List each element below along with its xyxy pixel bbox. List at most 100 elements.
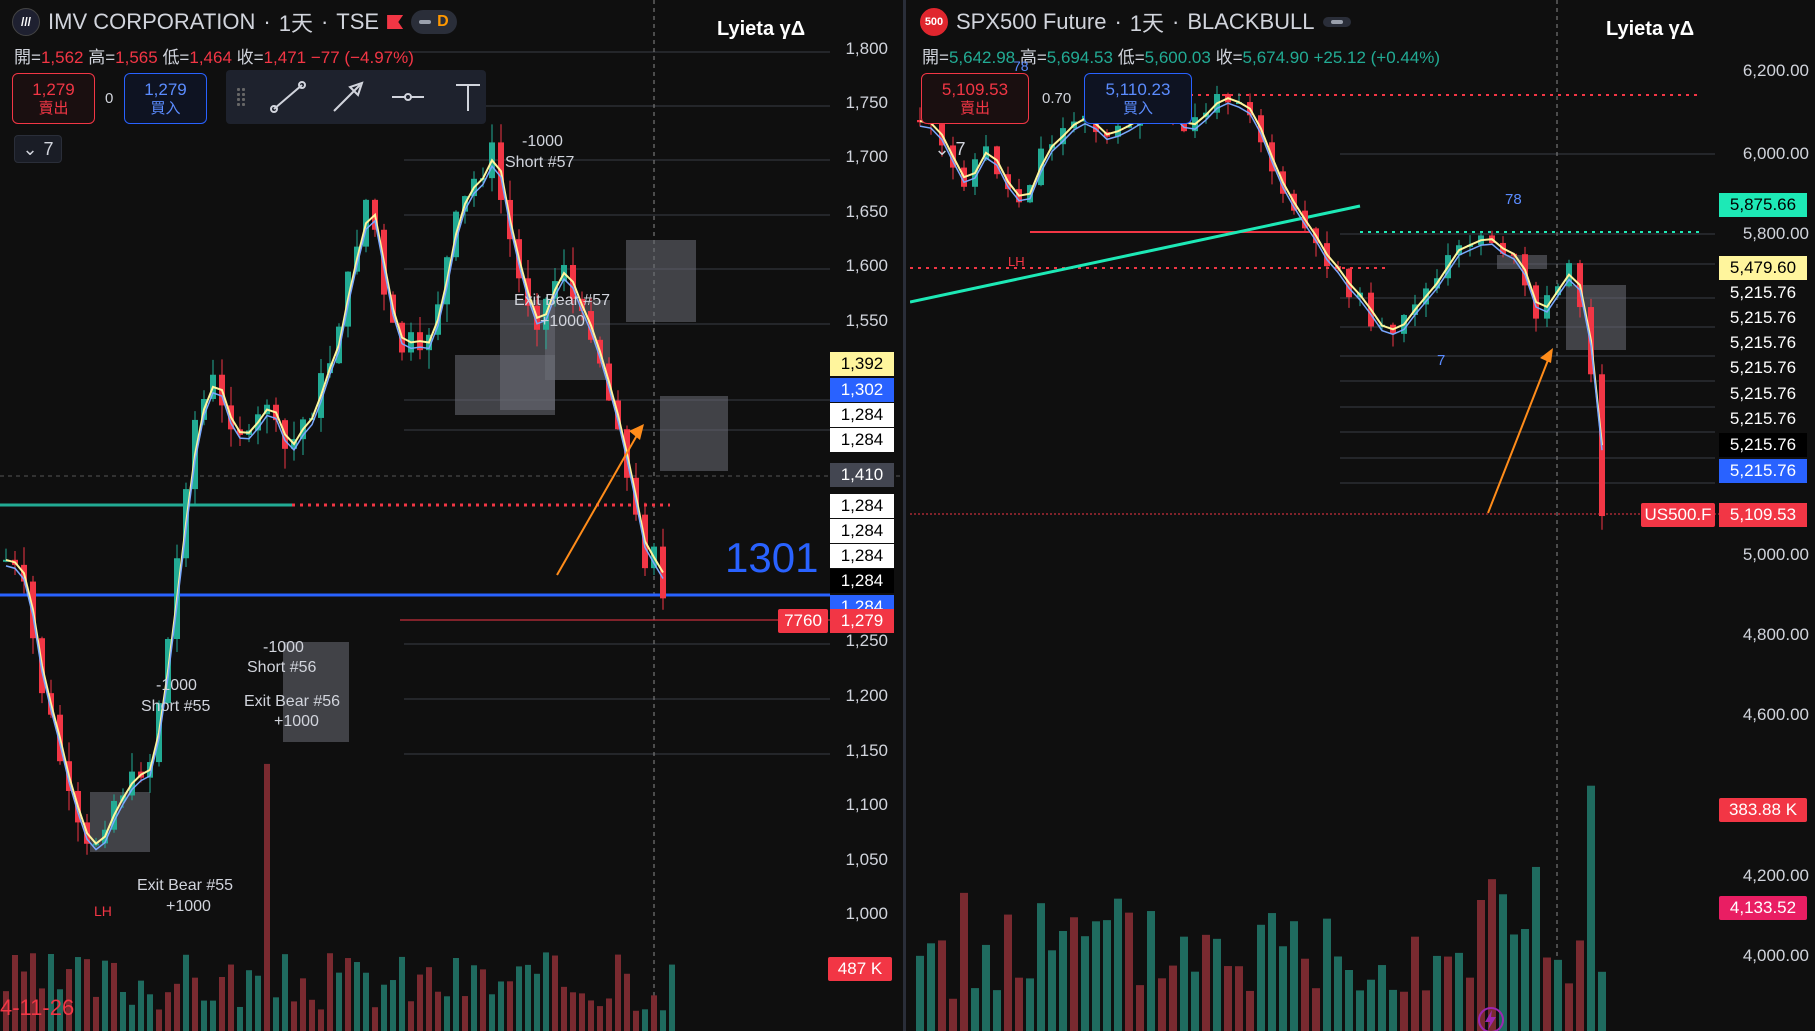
zone-box — [660, 396, 728, 471]
axis-tick-label: 4,000.00 — [1742, 946, 1809, 965]
volume-bar — [651, 995, 657, 1031]
volume-bar — [318, 1009, 324, 1031]
axis-tick-label: 1,750 — [845, 93, 888, 112]
price-tag: 5,215.76 — [1719, 281, 1807, 305]
drawing-toolbar[interactable] — [226, 70, 486, 124]
indicators-collapse-button[interactable]: ⌄ 7 — [14, 135, 62, 163]
symbol-header: /// IMV CORPORATION · 1天 · TSE D — [12, 6, 457, 38]
short55-label: Short #55 — [141, 698, 211, 715]
chart-pane-spx500[interactable]: 500 SPX500 Future · 1天 · BLACKBULL 開=5,6… — [910, 0, 1815, 1031]
indicator-brand: Lyieta γΔ — [717, 18, 806, 40]
exit55-label: Exit Bear #55 — [137, 877, 234, 894]
spread-value: 0.70 — [1042, 90, 1072, 107]
volume-bar — [1543, 957, 1551, 1031]
axis-tick-label: 1,650 — [845, 202, 888, 221]
volume-bar — [516, 966, 522, 1031]
volume-bar — [1576, 940, 1584, 1031]
imv-price-chart[interactable] — [0, 0, 906, 1031]
axis-tick-label: 1,700 — [845, 147, 888, 166]
volume-bar — [624, 973, 630, 1031]
interval-pill[interactable]: D — [411, 10, 457, 34]
zone-box — [283, 642, 349, 742]
volume-bar — [228, 964, 234, 1031]
date-label: 4-11-26 — [0, 995, 75, 1020]
lh-label: LH — [94, 903, 112, 919]
volume-bar — [660, 1010, 666, 1031]
sell-button[interactable]: 1,279 賣出 — [12, 73, 95, 124]
interval-pill[interactable] — [1322, 17, 1351, 27]
volume-bar — [1158, 978, 1166, 1031]
volume-bar — [345, 958, 351, 1031]
text-tool-icon[interactable] — [448, 77, 486, 117]
moving-average-yellow — [5, 158, 664, 845]
price-tag: 5,215.76 — [1719, 407, 1807, 431]
buy-button[interactable]: 5,110.23 買入 — [1084, 73, 1192, 124]
price-tag: 5,215.76 — [1719, 382, 1807, 406]
volume-bar — [93, 996, 99, 1031]
price-tag: 5,215.76 — [1719, 459, 1807, 483]
volume-bar — [381, 984, 387, 1031]
volume-bar — [1477, 900, 1485, 1031]
volume-bar — [489, 994, 495, 1031]
volume-bar — [210, 1000, 216, 1031]
moving-average-blue — [919, 102, 1603, 451]
ohlc-legend: 開=5,642.98 高=5,694.53 低=5,600.03 收=5,674… — [922, 48, 1441, 67]
symbol-name[interactable]: IMV CORPORATION — [48, 9, 256, 34]
volume-bar — [633, 1010, 639, 1031]
price-text-annotation[interactable]: 1301 — [725, 534, 819, 581]
volume-bar — [1521, 928, 1529, 1031]
timeframe-label[interactable]: 1天 — [1129, 11, 1165, 36]
volume-bar — [84, 959, 90, 1031]
ohlc-open: 5,642.98 — [948, 48, 1016, 67]
teal-trend-line — [910, 204, 1361, 304]
axis-tick-label: 1,000 — [845, 904, 888, 923]
buy-button[interactable]: 1,279 買入 — [124, 73, 207, 124]
symbol-name[interactable]: SPX500 Future — [956, 9, 1107, 34]
axis-tick-label: 5,800.00 — [1742, 224, 1809, 243]
horizontal-ray-icon[interactable] — [388, 77, 426, 117]
axis-tick-label: 1,100 — [845, 795, 888, 814]
timeframe-label[interactable]: 1天 — [278, 11, 313, 36]
drag-handle-icon[interactable] — [236, 87, 246, 107]
volume-bar — [1257, 924, 1265, 1031]
volume-bar — [1268, 913, 1276, 1031]
volume-bar — [570, 992, 576, 1031]
volume-bar — [1598, 971, 1606, 1031]
chart-pane-imv[interactable]: /// IMV CORPORATION · 1天 · TSE D 開=1,562… — [0, 0, 906, 1031]
volume-bar — [336, 972, 342, 1031]
price-tag: 1,284 — [830, 519, 894, 543]
ohlc-legend: 開=1,562 高=1,565 低=1,464 收=1,471 −77 (−4.… — [14, 48, 414, 67]
volume-bar — [1499, 894, 1507, 1031]
volume-bar — [183, 954, 189, 1031]
volume-bar — [1004, 914, 1012, 1031]
sell-button[interactable]: 5,109.53 賣出 — [921, 73, 1029, 124]
volume-tag: 487 K — [828, 957, 892, 981]
zone-box — [1566, 285, 1626, 350]
exchange-label: BLACKBULL — [1187, 9, 1315, 34]
indicators-collapse-button[interactable]: ⌄ 7 — [934, 138, 966, 159]
arrow-tool-icon[interactable] — [328, 77, 366, 117]
volume-bar — [255, 975, 261, 1031]
price-tag: 5,215.76 — [1719, 306, 1807, 330]
trend-line-icon[interactable] — [268, 77, 306, 117]
exchange-label: TSE — [336, 9, 380, 34]
zone-box — [90, 792, 150, 852]
volume-bar — [408, 1001, 414, 1031]
spx500-price-chart[interactable] — [910, 0, 1815, 1031]
minus-icon — [419, 20, 432, 24]
volume-bar — [1048, 950, 1056, 1031]
indicator-brand: Lyieta γΔ — [1606, 18, 1695, 40]
axis-tick-label: 1,150 — [845, 741, 888, 760]
symbol-header: 500 SPX500 Future · 1天 · BLACKBULL — [920, 6, 1351, 38]
volume-bar — [1411, 936, 1419, 1031]
volume-bar — [1400, 991, 1408, 1031]
sell-price: 5,109.53 — [941, 80, 1009, 99]
volume-bar — [372, 1007, 378, 1031]
flag-icon[interactable] — [387, 15, 404, 29]
volume-bar — [597, 1006, 603, 1031]
volume-bar — [192, 977, 198, 1031]
volume-bar — [1136, 985, 1144, 1031]
volume-bar — [507, 981, 513, 1031]
lightning-icon[interactable] — [1476, 1005, 1506, 1031]
short55-qty: -1000 — [156, 677, 197, 694]
